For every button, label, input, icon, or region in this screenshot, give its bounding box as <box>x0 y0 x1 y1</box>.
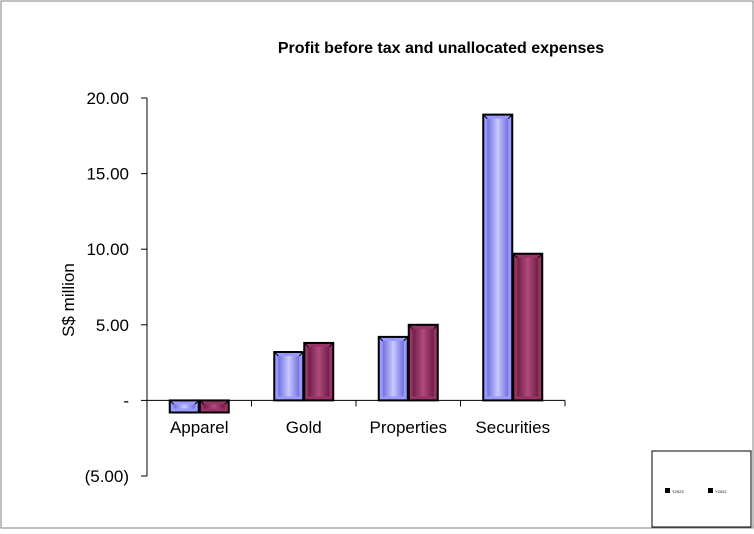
legend-swatch-y2023 <box>665 488 670 493</box>
y-axis: 20.00 15.00 10.00 5.00 - (5.00) <box>85 89 148 486</box>
y-tick-label: (5.00) <box>85 467 129 486</box>
x-axis: Apparel Gold Properties Securities <box>146 399 566 437</box>
y-tick-label: - <box>123 391 129 410</box>
bar-y2023-securities <box>482 113 514 402</box>
bar-y2023-apparel <box>168 399 200 414</box>
bar-y2022-apparel <box>198 399 230 414</box>
bar-y2022-securities <box>512 252 544 402</box>
chart-title: Profit before tax and unallocated expens… <box>278 40 604 57</box>
legend-label-y2022: Y2022 <box>715 489 727 494</box>
legend: Y2023 Y2022 <box>651 450 752 528</box>
y-tick-label: 10.00 <box>86 240 129 259</box>
x-tick-label: Properties <box>370 418 447 437</box>
bar-y2022-gold <box>303 341 335 402</box>
y-tick-label: 5.00 <box>96 316 129 335</box>
y-tick-label: 20.00 <box>86 89 129 108</box>
bar-y2023-properties <box>377 335 409 402</box>
legend-swatch-y2022 <box>708 488 713 493</box>
x-tick-label: Apparel <box>170 418 229 437</box>
bars <box>168 113 544 414</box>
y-axis-label: S$ million <box>59 263 78 337</box>
bar-y2022-properties <box>407 323 439 402</box>
y-tick-label: 15.00 <box>86 165 129 184</box>
x-tick-label: Securities <box>475 418 550 437</box>
x-tick-label: Gold <box>286 418 322 437</box>
bar-y2023-gold <box>273 351 305 402</box>
legend-label-y2023: Y2023 <box>672 489 684 494</box>
